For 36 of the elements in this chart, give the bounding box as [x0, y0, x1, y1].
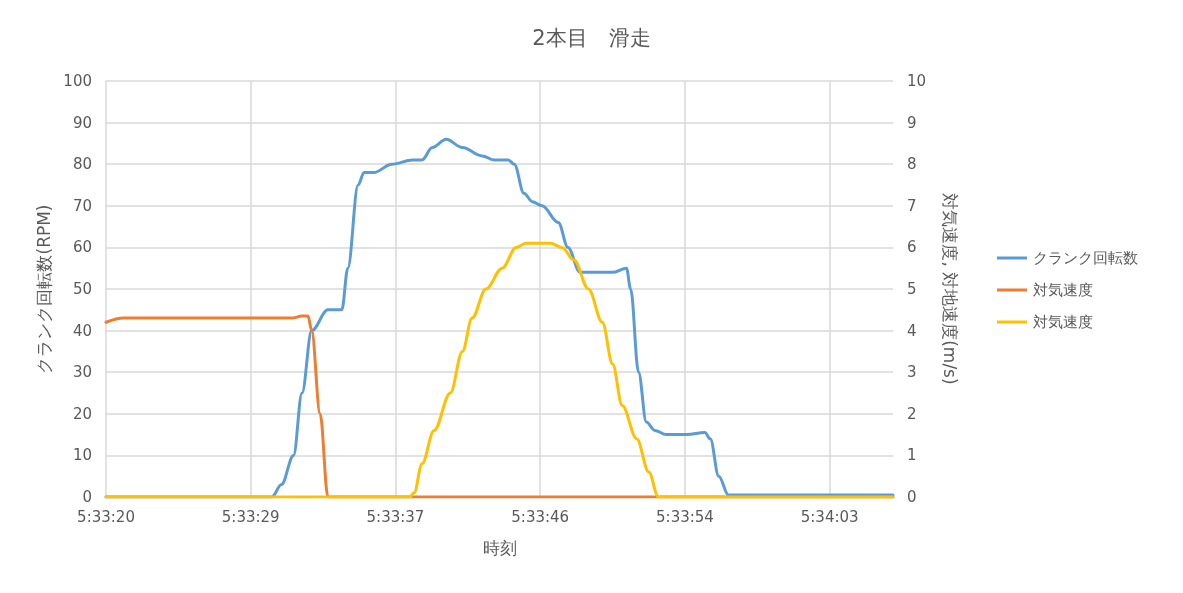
x-tick-label: 5:33:54 [656, 507, 714, 526]
y-axis-title: クランク回転数(RPM) [33, 204, 54, 374]
y2-tick-label: 8 [907, 155, 917, 174]
y-tick-label: 10 [72, 446, 92, 465]
x-tick-label: 5:33:20 [77, 507, 135, 526]
y2-tick-label: 4 [907, 321, 917, 340]
y-tick-label: 70 [72, 196, 92, 215]
y-tick-label: 20 [72, 404, 92, 423]
y-tick-label: 30 [72, 363, 92, 382]
x-tick-label: 5:33:29 [221, 507, 280, 526]
line-series [104, 241, 895, 499]
y-tick-label: 0 [82, 488, 92, 506]
legend-label: 対気速度 [1033, 281, 1093, 299]
x-tick-label: 5:33:46 [511, 507, 570, 526]
y2-tick-label: 7 [907, 196, 917, 215]
chart-title: 2本目 滑走 [532, 25, 651, 50]
y2-axis-title: 対気速度, 対地速度(m/s) [939, 193, 960, 385]
y2-tick-label: 6 [907, 238, 917, 257]
y-tick-label: 60 [72, 238, 92, 257]
y2-tick-label: 1 [907, 446, 917, 465]
y-tick-label: 40 [72, 321, 92, 340]
x-axis-title: 時刻 [482, 537, 517, 558]
y2-tick-label: 9 [907, 113, 917, 132]
y-tick-label: 90 [72, 113, 92, 132]
x-tick-label: 5:34:03 [800, 507, 859, 526]
y2-tick-label: 5 [907, 280, 917, 298]
legend-label: クランク回転数 [1033, 249, 1138, 267]
x-tick-label: 5:33:37 [366, 507, 425, 526]
y2-tick-label: 0 [907, 488, 917, 506]
y2-tick-label: 10 [907, 72, 927, 90]
y-tick-label: 100 [63, 72, 92, 90]
y2-tick-label: 3 [907, 363, 917, 382]
y2-tick-label: 2 [907, 404, 917, 423]
y-tick-label: 50 [72, 280, 92, 298]
legend-label: 対気速度 [1033, 313, 1093, 331]
y-tick-label: 80 [72, 155, 92, 174]
